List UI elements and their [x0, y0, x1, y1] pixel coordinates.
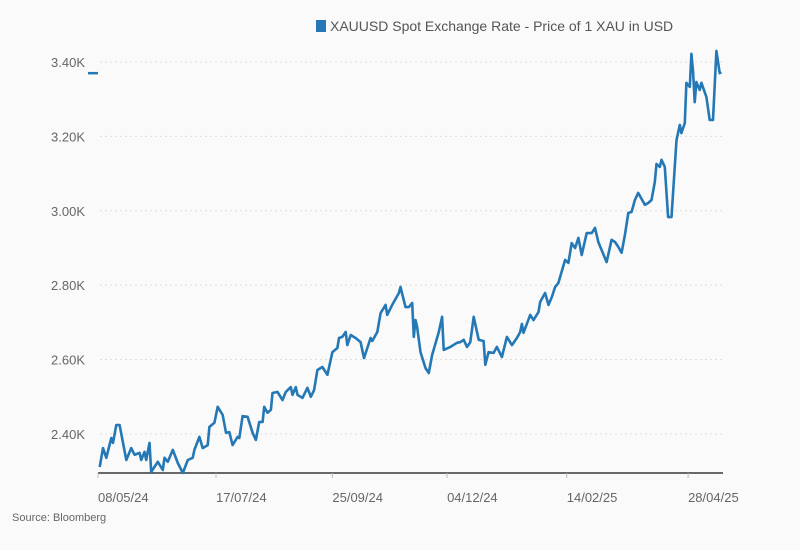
x-tick-label: 17/07/24 — [216, 490, 267, 505]
y-tick-label: 2.60K — [51, 353, 85, 368]
x-tick-label: 08/05/24 — [98, 490, 149, 505]
x-axis: 08/05/24 17/07/24 25/09/24 04/12/24 14/02/25… — [97, 472, 739, 505]
y-tick-label: 2.40K — [51, 427, 85, 442]
source-note: Source: Bloomberg — [12, 512, 106, 524]
y-tick-label: 3.00K — [51, 204, 85, 219]
x-tick-label: 14/02/25 — [567, 490, 618, 505]
y-tick-label: 2.80K — [51, 278, 85, 293]
legend-label: XAUUSD Spot Exchange Rate - Price of 1 X… — [330, 18, 673, 34]
x-tick-label: 25/09/24 — [332, 490, 383, 505]
gridlines — [100, 61, 722, 435]
legend: XAUUSD Spot Exchange Rate - Price of 1 X… — [316, 18, 673, 34]
x-tick-label: 04/12/24 — [447, 490, 498, 505]
y-tick-label: 3.20K — [51, 129, 85, 144]
series-layer — [88, 49, 723, 475]
y-tick-label: 3.40K — [51, 55, 85, 70]
x-tick-label: 28/04/25 — [688, 490, 739, 505]
y-axis: 2.40K 2.60K 2.80K 3.00K 3.20K 3.40K — [51, 55, 85, 442]
price-line — [98, 49, 723, 475]
legend-swatch — [316, 20, 326, 32]
